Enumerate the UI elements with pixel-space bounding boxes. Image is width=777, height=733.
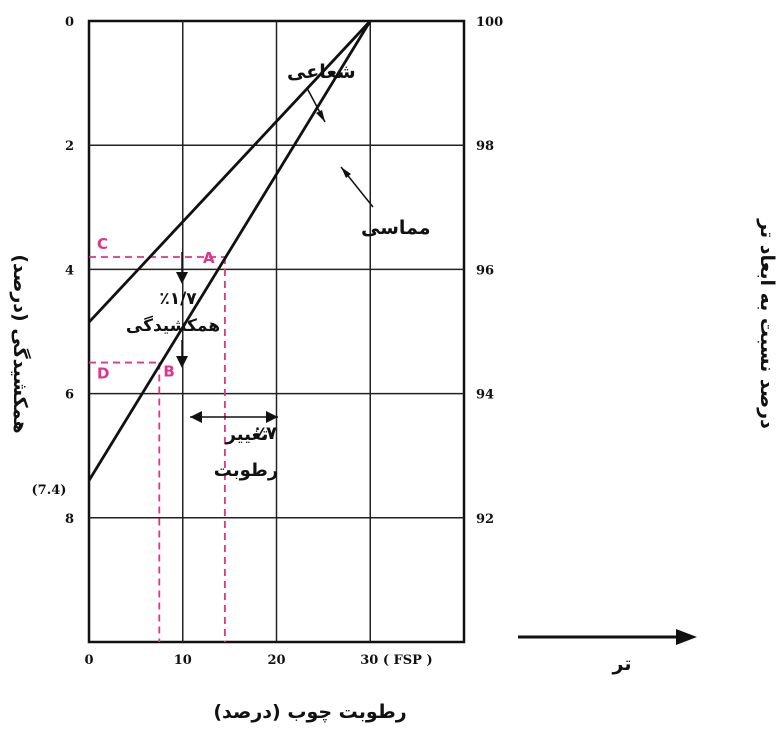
y-tick-label-left-1: 2 xyxy=(65,139,74,154)
point-label-b: B xyxy=(163,363,174,381)
x-axis-title: رطوبت چوب (درصد) xyxy=(213,701,406,723)
shrinkage-label: همکشیدگی xyxy=(126,315,220,336)
shrinkage-value: ٪۱/۷ xyxy=(159,289,197,309)
point-labels: A B C D xyxy=(97,235,215,383)
moisture-change-label-2: رطوبت xyxy=(214,460,278,481)
y-tick-label-right-4: 92 xyxy=(476,512,494,527)
y-tick-label-left-4: 8 xyxy=(65,512,74,527)
x-tick-label-1: 10 xyxy=(174,653,192,668)
shrinkage-arrowhead-bottom xyxy=(176,356,188,368)
shrinkage-arrowhead-top xyxy=(176,272,188,284)
y-tick-label-right-1: 98 xyxy=(476,139,494,154)
tick-labels: 0 10 20 30 ( FSP ) 0 2 4 6 8 100 98 96 94 92 xyxy=(65,15,503,668)
series-label-radial: شعاعی xyxy=(287,61,356,83)
series-line-0 xyxy=(87,20,372,324)
guide-lines xyxy=(89,256,226,642)
y-axis-title-left: همکشیدگی (درصد) xyxy=(9,254,32,433)
x-tick-label-0: 0 xyxy=(84,653,93,668)
moisture-change-label-1: تغییر xyxy=(225,424,269,445)
series-label-tangential-arrowhead xyxy=(341,167,351,178)
direction-label: تر xyxy=(612,653,632,675)
point-label-a: A xyxy=(203,249,215,267)
series-lines xyxy=(87,20,372,482)
moisture-change-arrowhead-right xyxy=(266,411,278,423)
point-label-c: C xyxy=(97,235,108,253)
grid xyxy=(89,21,464,642)
x-tick-label-3: 30 ( FSP ) xyxy=(360,653,432,668)
moisture-change-arrowhead-left xyxy=(190,411,202,423)
y-tick-label-left-0: 0 xyxy=(65,15,74,30)
series-label-tangential: مماسی xyxy=(361,217,431,239)
point-label-d: D xyxy=(97,365,109,383)
y-tick-label-right-3: 94 xyxy=(476,388,494,403)
direction-arrowhead xyxy=(676,629,697,645)
moisture-change-value: ٪۷ xyxy=(255,423,277,444)
series-label-radial-arrowhead xyxy=(316,110,325,122)
series-line-1 xyxy=(87,20,372,482)
y-tick-label-left-2: 4 xyxy=(65,263,74,278)
y-tick-label-left-3: 6 xyxy=(65,388,74,403)
y-tick-label-right-0: 100 xyxy=(476,15,503,30)
y-axis-title-right: درصد نسبت به ابعاد تر xyxy=(756,218,777,429)
x-tick-label-2: 20 xyxy=(267,653,285,668)
y-tick-label-right-2: 96 xyxy=(476,263,494,278)
y-extra-tick-label: (7.4) xyxy=(32,483,67,498)
